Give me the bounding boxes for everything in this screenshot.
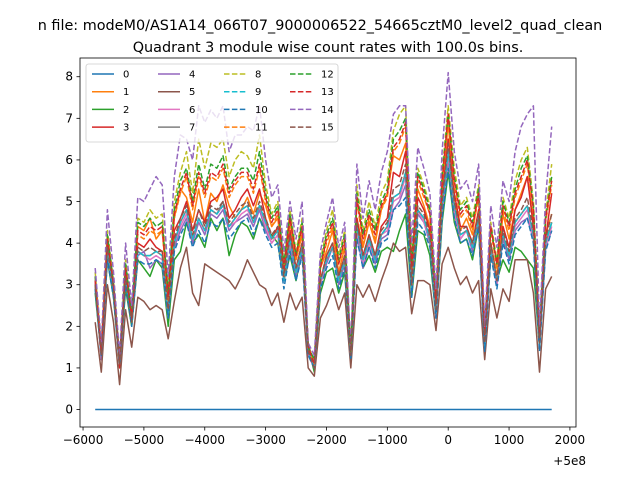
x-tick-label: −4000 [184, 433, 225, 447]
legend-label-1: 1 [123, 87, 129, 98]
x-tick-label: −6000 [63, 433, 104, 447]
plot-area: −6000 −5000 −4000 −3000 −2000 −1000 0 1000 2000 0… [63, 57, 586, 447]
x-tick-label: 0 [444, 433, 452, 447]
y-tick-label: 8 [65, 70, 73, 84]
series-line-8 [94, 105, 553, 361]
y-tick-label: 3 [65, 278, 73, 292]
legend-label-15: 15 [321, 123, 334, 134]
y-tick-label: 1 [65, 361, 73, 375]
legend-label-11: 11 [255, 123, 268, 134]
figure-suptitle: n file: modeM0/AS1A14_066T07_9000006522_… [38, 18, 603, 34]
series-line-13 [94, 113, 553, 365]
legend-label-8: 8 [255, 70, 261, 81]
series-line-10 [94, 167, 553, 369]
legend-label-0: 0 [123, 70, 129, 81]
series-line-12 [94, 113, 553, 361]
legend-label-5: 5 [189, 87, 195, 98]
x-tick-label: 1000 [494, 433, 525, 447]
legend-label-12: 12 [321, 70, 334, 81]
x-tick-label: −3000 [245, 433, 286, 447]
series-line-15 [94, 142, 553, 369]
y-tick-label: 7 [65, 111, 73, 125]
legend-label-2: 2 [123, 105, 129, 116]
axes-frame [79, 57, 577, 428]
y-tick-label: 5 [65, 195, 73, 209]
legend-box [85, 63, 339, 143]
y-tick-label: 0 [65, 403, 73, 417]
x-offset-label: +5e8 [553, 454, 586, 468]
legend-label-7: 7 [189, 123, 195, 134]
legend-label-4: 4 [189, 70, 195, 81]
legend-label-9: 9 [255, 87, 261, 98]
y-tick-label: 2 [65, 319, 73, 333]
x-tick-label: −1000 [367, 433, 408, 447]
legend-label-13: 13 [321, 87, 334, 98]
legend-label-10: 10 [255, 105, 268, 116]
x-tick-label: −5000 [124, 433, 165, 447]
chart-title: Quadrant 3 module wise count rates with … [133, 40, 524, 56]
x-tick-label: 2000 [555, 433, 586, 447]
series-line-5 [94, 242, 553, 386]
legend-label-6: 6 [189, 105, 195, 116]
legend-label-14: 14 [321, 105, 334, 116]
y-tick-label: 6 [65, 153, 73, 167]
legend-label-3: 3 [123, 123, 129, 134]
series-line-14 [94, 71, 553, 357]
x-tick-label: −2000 [306, 433, 347, 447]
y-tick-label: 4 [65, 236, 73, 250]
